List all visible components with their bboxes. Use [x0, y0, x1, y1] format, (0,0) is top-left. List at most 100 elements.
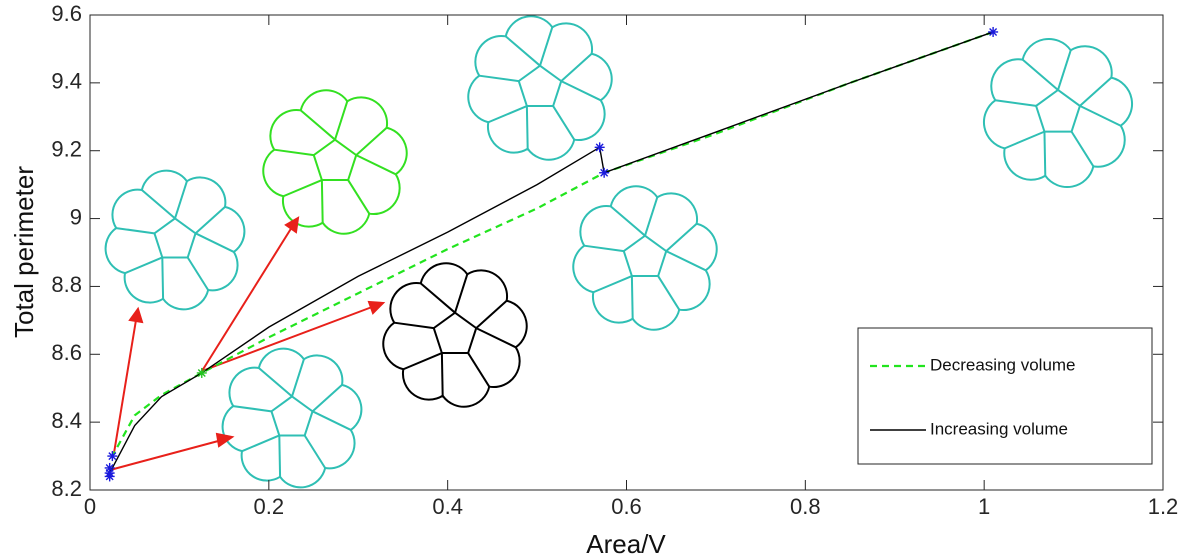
cell-wall: [355, 154, 397, 176]
arrowhead: [367, 300, 386, 315]
cell-outline: [104, 169, 246, 311]
cell-wall: [161, 257, 165, 299]
cell-wall: [311, 384, 343, 413]
legend-label: Increasing volume: [930, 419, 1068, 438]
cell-wall: [282, 179, 323, 198]
cell-outline: [221, 347, 363, 489]
cell-wall: [1079, 76, 1113, 107]
y-tick-label: 9: [70, 204, 82, 229]
cell-wall: [394, 321, 434, 330]
cell-inner: [622, 234, 668, 278]
cell-outline: [982, 37, 1134, 189]
cell-wall: [194, 206, 226, 235]
cell-wall: [440, 353, 444, 396]
cell-wall: [630, 276, 634, 319]
cell-wall: [1021, 58, 1059, 91]
x-tick-label: 0.6: [611, 494, 642, 519]
cell-outline: [467, 15, 613, 161]
cell-wall: [552, 105, 576, 141]
cell-wall: [584, 244, 624, 253]
y-tick-label: 8.8: [51, 272, 82, 297]
cell-wall: [1057, 49, 1072, 91]
cell-wall: [274, 148, 314, 157]
x-tick-label: 0: [84, 494, 96, 519]
cell-wall: [195, 232, 235, 253]
cell-wall: [1079, 104, 1122, 127]
cell-wall: [644, 196, 659, 236]
cell-wall: [665, 250, 707, 272]
arrow: [113, 319, 137, 454]
y-tick-label: 8.4: [51, 408, 82, 433]
cell-inner: [312, 138, 358, 182]
cell-wall: [475, 327, 517, 349]
arrows: [109, 216, 386, 471]
cell-outline: [262, 89, 408, 235]
cell-wall: [454, 273, 469, 313]
y-tick-label: 9.2: [51, 137, 82, 162]
y-tick-label: 8.6: [51, 340, 82, 365]
cell-wall: [525, 106, 529, 149]
marker-stroke: [108, 452, 117, 461]
x-tick-label: 1.2: [1148, 494, 1179, 519]
cell-wall: [560, 80, 602, 102]
cell-wall: [467, 352, 491, 388]
y-tick-label: 8.2: [51, 476, 82, 501]
cell-wall: [124, 256, 163, 275]
x-tick-label: 0.8: [790, 494, 821, 519]
cell-wall: [186, 256, 209, 291]
marker: [599, 167, 610, 178]
cell-wall: [995, 99, 1037, 107]
legend-label: Decreasing volume: [930, 355, 1076, 374]
cell-wall: [1043, 131, 1047, 176]
x-tick-label: 0.2: [254, 494, 285, 519]
cell-outline: [382, 262, 528, 408]
series-line: [109, 31, 994, 474]
cell-wall: [505, 35, 541, 67]
cell-wall: [258, 367, 293, 398]
cell-wall: [291, 358, 305, 397]
cell-wall: [539, 26, 554, 66]
cell-wall: [1070, 131, 1095, 167]
arrowhead: [128, 306, 144, 324]
cell-inner: [153, 217, 197, 259]
marker: [196, 367, 207, 378]
marker: [594, 142, 605, 153]
arrow: [201, 306, 373, 372]
y-tick-label: 9.6: [51, 1, 82, 26]
cell-inner: [517, 64, 563, 108]
cell-wall: [420, 282, 456, 314]
y-tick-label: 9.4: [51, 69, 82, 94]
cell-wall: [241, 434, 280, 453]
cell-wall: [479, 74, 519, 83]
marker: [104, 471, 115, 482]
cell-wall: [560, 52, 593, 82]
x-axis-label: Area/V: [586, 529, 666, 558]
cell-inner: [1034, 88, 1082, 133]
cell-wall: [657, 275, 681, 311]
cell-wall: [334, 100, 349, 140]
cell-wall: [1004, 130, 1045, 150]
cell-inner: [432, 311, 478, 355]
cell-wall: [141, 189, 176, 220]
cell-wall: [475, 299, 508, 329]
cell-wall: [487, 105, 528, 124]
cell-wall: [174, 180, 188, 219]
arrowhead: [284, 216, 300, 234]
x-tick-label: 1: [978, 494, 990, 519]
cell-wall: [665, 222, 698, 252]
marker-stroke: [197, 368, 206, 377]
marker-stroke: [989, 27, 998, 36]
series-line: [111, 30, 994, 457]
arrow: [201, 226, 293, 372]
cell-wall: [347, 179, 371, 215]
cell-wall: [610, 205, 646, 237]
cell-wall: [355, 126, 388, 156]
cell-wall: [278, 435, 282, 477]
cell-wall: [233, 405, 272, 413]
marker-stroke: [105, 472, 114, 481]
cell-wall: [592, 275, 633, 294]
cell-wall: [116, 227, 155, 235]
marker-stroke: [595, 143, 604, 152]
marker-stroke: [600, 168, 609, 177]
